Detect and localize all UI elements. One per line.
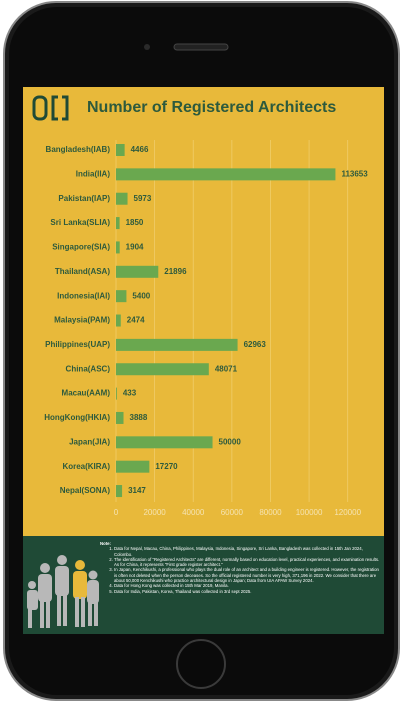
y-tick-label: Thailand(ASA): [55, 267, 110, 276]
value-label: 3147: [128, 486, 146, 495]
bar: [116, 338, 238, 351]
value-label: 433: [123, 389, 137, 398]
logo: [51, 95, 69, 121]
value-label: 5400: [132, 291, 150, 300]
y-tick-label: Philippines(UAP): [45, 340, 110, 349]
x-tick-label: 120000: [334, 508, 361, 517]
bar: [116, 436, 213, 449]
value-label: 1850: [126, 218, 144, 227]
y-tick-label: Bangladesh(IAB): [46, 145, 111, 154]
y-tick-label: Indonesia(IAI): [57, 291, 110, 300]
bar: [116, 363, 209, 376]
x-tick-label: 100000: [296, 508, 323, 517]
x-tick-label: 0: [114, 508, 119, 517]
y-tick-label: Sri Lanka(SLIA): [50, 218, 110, 227]
y-tick-label: Pakistan(IAP): [58, 194, 110, 203]
y-tick-label: Malaysia(PAM): [54, 316, 110, 325]
y-tick-label: Japan(JIA): [69, 437, 110, 446]
bar: [116, 290, 127, 303]
chart-background: [23, 87, 384, 536]
notes-list: Data for Nepal, Macau, China, Philippine…: [100, 546, 380, 594]
logo: [32, 95, 48, 121]
bar: [116, 387, 117, 400]
x-tick-label: 20000: [143, 508, 166, 517]
bar: [116, 485, 123, 498]
y-tick-label: China(ASC): [66, 364, 111, 373]
bar: [116, 192, 128, 205]
note-item: Data for India, Pakistan, Korea, Thailan…: [114, 589, 380, 594]
value-label: 62963: [244, 340, 267, 349]
y-tick-label: India(IIA): [76, 169, 111, 178]
value-label: 4466: [131, 145, 149, 154]
x-tick-label: 80000: [259, 508, 282, 517]
note-item: In Japan, Kenchikushi, a professional wh…: [114, 567, 380, 583]
chart-title: Number of Registered Architects: [87, 99, 336, 116]
value-label: 17270: [155, 462, 178, 471]
home-button: [176, 639, 226, 689]
value-label: 5973: [134, 194, 152, 203]
note-item: Data for Hong Kong was collected in 15th…: [114, 583, 380, 588]
bar: [116, 168, 336, 181]
note-item: The identification of "Registered Archit…: [114, 557, 380, 568]
y-tick-label: Korea(KIRA): [62, 462, 110, 471]
notes-heading: Note:: [100, 541, 111, 546]
people-illustration: [27, 555, 99, 628]
value-label: 21896: [164, 267, 187, 276]
value-label: 48071: [215, 364, 238, 373]
x-tick-label: 60000: [221, 508, 244, 517]
y-tick-label: Nepal(SONA): [60, 486, 111, 495]
y-tick-label: HongKong(HKIA): [44, 413, 110, 422]
bar: [116, 241, 120, 254]
value-label: 2474: [127, 316, 145, 325]
value-label: 113653: [341, 169, 368, 178]
notes: Note: Data for Nepal, Macau, China, Phil…: [100, 541, 380, 594]
value-label: 50000: [219, 437, 242, 446]
y-tick-label: Macau(AAM): [62, 389, 111, 398]
bar: [116, 265, 159, 278]
x-tick-label: 40000: [182, 508, 205, 517]
speaker: [173, 43, 229, 51]
bar: [116, 314, 121, 327]
value-label: 1904: [126, 243, 144, 252]
camera: [144, 44, 150, 50]
value-label: 3888: [130, 413, 148, 422]
note-item: Data for Nepal, Macau, China, Philippine…: [114, 546, 380, 557]
bar: [116, 460, 150, 473]
bar: [116, 217, 120, 230]
y-tick-label: Singapore(SIA): [52, 243, 110, 252]
bar: [116, 411, 124, 424]
bar: [116, 144, 125, 156]
